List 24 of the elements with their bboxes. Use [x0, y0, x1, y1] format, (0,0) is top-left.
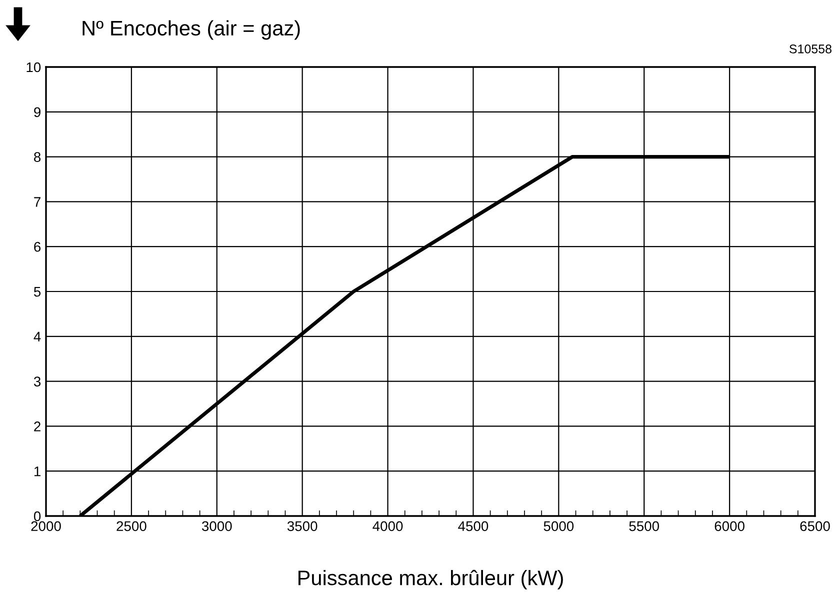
x-tick-label: 4500	[458, 521, 488, 532]
x-tick-label: 3500	[287, 521, 318, 532]
y-tick-label: 0	[34, 511, 41, 522]
y-tick-label: 8	[34, 152, 41, 162]
y-tick-label: 3	[34, 376, 41, 386]
y-tick-label: 2	[34, 422, 40, 432]
x-tick-label: 2500	[116, 521, 146, 532]
x-tick-label: 3000	[202, 521, 232, 532]
y-tick-label: 5	[34, 286, 41, 297]
x-tick-label: 6000	[714, 521, 744, 532]
y-tick-label: 10	[26, 62, 41, 72]
x-tick-label: 4000	[372, 521, 403, 532]
y-tick-label: 1	[34, 466, 40, 476]
text: S10558	[789, 44, 832, 54]
x-axis-title: Puissance max. brûleur (kW)	[298, 570, 563, 590]
x-tick-label: 6500	[800, 521, 830, 532]
x-tick-label: 5500	[629, 521, 660, 532]
x-tick-label: 5000	[544, 521, 574, 532]
y-tick-label: 7	[34, 197, 40, 207]
y-tick-label: 6	[34, 242, 41, 252]
y-tick-label: 4	[34, 332, 41, 342]
x-tick-label: 2000	[31, 521, 61, 532]
y-axis-title: Nº Encoches (air = gaz)	[82, 20, 300, 40]
y-tick-label: 9	[34, 107, 40, 118]
